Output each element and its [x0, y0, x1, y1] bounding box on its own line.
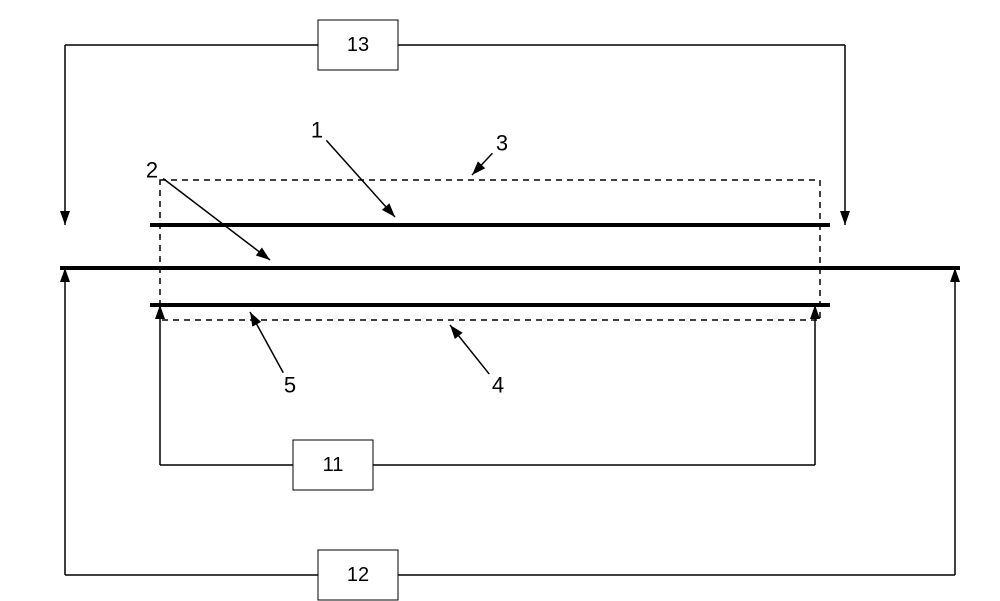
pointer-arrow-1 — [326, 140, 395, 217]
label-text-12: 12 — [347, 564, 369, 586]
schematic-diagram: 13111212345 — [0, 0, 1000, 601]
pointer-label-2: 2 — [146, 158, 158, 183]
pointer-arrow-2 — [163, 178, 270, 260]
label-text-11: 11 — [323, 454, 344, 476]
dashed-region — [160, 180, 820, 320]
pointer-label-3: 3 — [496, 131, 508, 156]
pointer-label-1: 1 — [311, 118, 323, 143]
label-text-13: 13 — [347, 34, 369, 56]
pointer-label-4: 4 — [492, 373, 504, 398]
pointer-label-5: 5 — [284, 373, 296, 398]
